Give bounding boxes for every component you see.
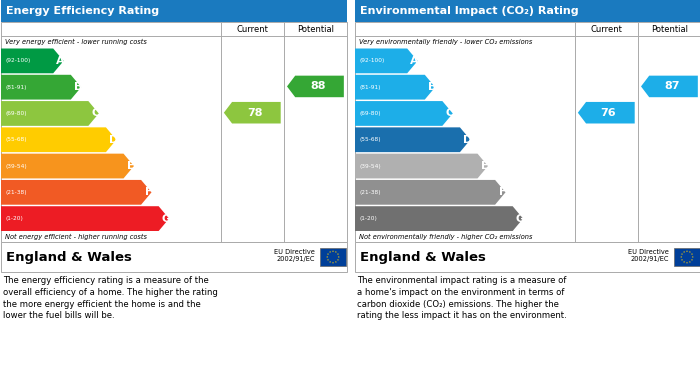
Polygon shape <box>1 180 151 205</box>
Bar <box>1 242 347 272</box>
Text: B: B <box>428 82 436 92</box>
Text: G: G <box>515 213 524 224</box>
Text: A: A <box>410 56 419 66</box>
Text: (81-91): (81-91) <box>5 85 27 90</box>
Polygon shape <box>1 101 99 126</box>
Polygon shape <box>355 180 505 205</box>
Polygon shape <box>1 154 134 178</box>
Polygon shape <box>355 48 418 73</box>
Text: B: B <box>74 82 83 92</box>
Polygon shape <box>1 48 64 73</box>
Text: D: D <box>108 135 118 145</box>
Bar <box>1 22 347 242</box>
Text: The environmental impact rating is a measure of
a home's impact on the environme: The environmental impact rating is a mea… <box>357 276 567 320</box>
Polygon shape <box>287 75 344 97</box>
Text: (39-54): (39-54) <box>359 163 381 169</box>
Text: England & Wales: England & Wales <box>6 251 132 264</box>
Polygon shape <box>686 250 688 252</box>
Polygon shape <box>337 253 339 255</box>
Polygon shape <box>681 259 683 261</box>
Polygon shape <box>329 261 331 263</box>
Polygon shape <box>338 256 339 258</box>
Polygon shape <box>689 261 691 263</box>
Text: (55-68): (55-68) <box>359 137 381 142</box>
Text: Current: Current <box>237 25 268 34</box>
Polygon shape <box>355 101 453 126</box>
Text: (81-91): (81-91) <box>359 85 381 90</box>
Text: England & Wales: England & Wales <box>360 251 486 264</box>
Text: EU Directive
2002/91/EC: EU Directive 2002/91/EC <box>628 249 669 262</box>
Text: E: E <box>481 161 489 171</box>
Polygon shape <box>689 251 691 253</box>
Text: C: C <box>446 108 454 118</box>
Polygon shape <box>355 206 523 231</box>
Polygon shape <box>683 261 685 263</box>
Polygon shape <box>1 127 116 152</box>
Text: 87: 87 <box>664 81 680 91</box>
Text: (55-68): (55-68) <box>5 137 27 142</box>
Polygon shape <box>686 262 688 264</box>
Polygon shape <box>680 256 682 258</box>
Polygon shape <box>1 75 81 100</box>
Text: (92-100): (92-100) <box>5 58 30 63</box>
Text: Potential: Potential <box>651 25 688 34</box>
Polygon shape <box>337 259 339 261</box>
Text: Very energy efficient - lower running costs: Very energy efficient - lower running co… <box>5 38 147 45</box>
Text: F: F <box>498 187 506 197</box>
Text: (21-38): (21-38) <box>5 190 27 195</box>
Polygon shape <box>683 251 685 253</box>
Polygon shape <box>355 154 488 178</box>
Bar <box>320 248 346 266</box>
Text: 78: 78 <box>247 108 262 118</box>
Text: Not environmentally friendly - higher CO₂ emissions: Not environmentally friendly - higher CO… <box>359 233 533 240</box>
Text: Very environmentally friendly - lower CO₂ emissions: Very environmentally friendly - lower CO… <box>359 38 533 45</box>
Text: EU Directive
2002/91/EC: EU Directive 2002/91/EC <box>274 249 315 262</box>
Polygon shape <box>329 251 331 253</box>
Text: (92-100): (92-100) <box>359 58 384 63</box>
Polygon shape <box>327 253 329 255</box>
Polygon shape <box>327 259 329 261</box>
Polygon shape <box>692 256 694 258</box>
Text: C: C <box>92 108 99 118</box>
Text: D: D <box>463 135 472 145</box>
Text: Energy Efficiency Rating: Energy Efficiency Rating <box>6 6 159 16</box>
Polygon shape <box>691 259 693 261</box>
Text: (21-38): (21-38) <box>359 190 381 195</box>
Polygon shape <box>578 102 635 124</box>
Text: A: A <box>56 56 65 66</box>
Bar <box>355 242 700 272</box>
Text: 88: 88 <box>310 81 326 91</box>
Polygon shape <box>326 256 328 258</box>
Polygon shape <box>335 251 337 253</box>
Polygon shape <box>335 261 337 263</box>
Polygon shape <box>355 127 470 152</box>
Text: Not energy efficient - higher running costs: Not energy efficient - higher running co… <box>5 233 147 240</box>
Polygon shape <box>332 262 334 264</box>
Polygon shape <box>681 253 683 255</box>
Text: 76: 76 <box>601 108 617 118</box>
Text: Environmental Impact (CO₂) Rating: Environmental Impact (CO₂) Rating <box>360 6 579 16</box>
Polygon shape <box>332 250 334 252</box>
Bar <box>355 22 700 242</box>
Text: (69-80): (69-80) <box>359 111 381 116</box>
Polygon shape <box>641 75 698 97</box>
Polygon shape <box>224 102 281 124</box>
Text: G: G <box>162 213 171 224</box>
Bar <box>355 0 700 22</box>
Text: (1-20): (1-20) <box>5 216 23 221</box>
Text: Current: Current <box>590 25 622 34</box>
Text: (1-20): (1-20) <box>359 216 377 221</box>
Bar <box>1 0 347 22</box>
Text: (69-80): (69-80) <box>5 111 27 116</box>
Text: The energy efficiency rating is a measure of the
overall efficiency of a home. T: The energy efficiency rating is a measur… <box>3 276 218 320</box>
Polygon shape <box>1 206 169 231</box>
Text: Potential: Potential <box>297 25 334 34</box>
Bar <box>674 248 700 266</box>
Text: (39-54): (39-54) <box>5 163 27 169</box>
Text: E: E <box>127 161 134 171</box>
Text: F: F <box>145 187 152 197</box>
Polygon shape <box>355 75 435 100</box>
Polygon shape <box>691 253 693 255</box>
